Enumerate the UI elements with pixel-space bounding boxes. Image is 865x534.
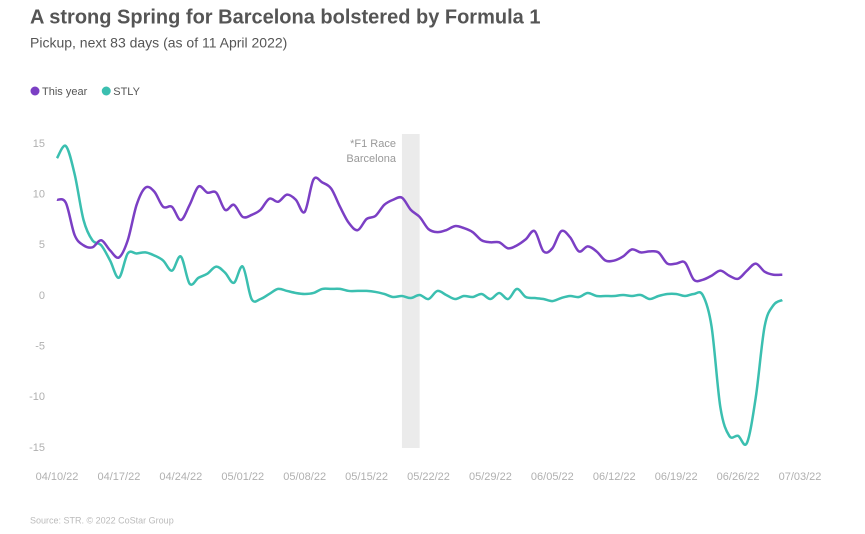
source: Source: STR. © 2022 CoStar Group [30, 515, 174, 525]
legend-label: STLY [113, 86, 140, 98]
x-tick-label: 06/12/22 [593, 471, 636, 483]
x-tick-label: 05/08/22 [283, 471, 326, 483]
x-tick-label: 04/10/22 [36, 471, 79, 483]
highlight-band [401, 134, 420, 448]
legend-marker [101, 86, 111, 96]
y-tick-label: -10 [29, 391, 45, 403]
annotation: *F1 Race [350, 138, 396, 150]
x-tick-label: 06/26/22 [717, 471, 760, 483]
y-tick-label: 5 [39, 239, 45, 251]
x-tick-label: 06/19/22 [655, 471, 698, 483]
x-tick-label: 04/17/22 [98, 471, 141, 483]
x-tick-label: 06/05/22 [531, 471, 574, 483]
line [56, 176, 783, 283]
y-tick-label: -15 [29, 442, 45, 454]
legend-label: This year [42, 86, 88, 98]
x-tick-label: 05/15/22 [345, 471, 388, 483]
x-tick-label: 05/22/22 [407, 471, 450, 483]
line [55, 144, 783, 446]
chart-title: A strong Spring for Barcelona bolstered … [30, 6, 540, 28]
legend-marker [30, 86, 40, 96]
y-tick-label: -5 [35, 341, 45, 353]
x-tick-label: 04/24/22 [159, 471, 202, 483]
x-tick-label: 05/01/22 [221, 471, 264, 483]
y-tick-label: 0 [39, 290, 45, 302]
y-tick-label: 15 [33, 138, 45, 150]
y-tick-label: 10 [33, 189, 45, 201]
annotation: Barcelona [346, 153, 396, 165]
x-tick-label: 07/03/22 [779, 471, 822, 483]
x-tick-label: 05/29/22 [469, 471, 512, 483]
chart-subtitle: Pickup, next 83 days (as of 11 April 202… [30, 35, 287, 51]
